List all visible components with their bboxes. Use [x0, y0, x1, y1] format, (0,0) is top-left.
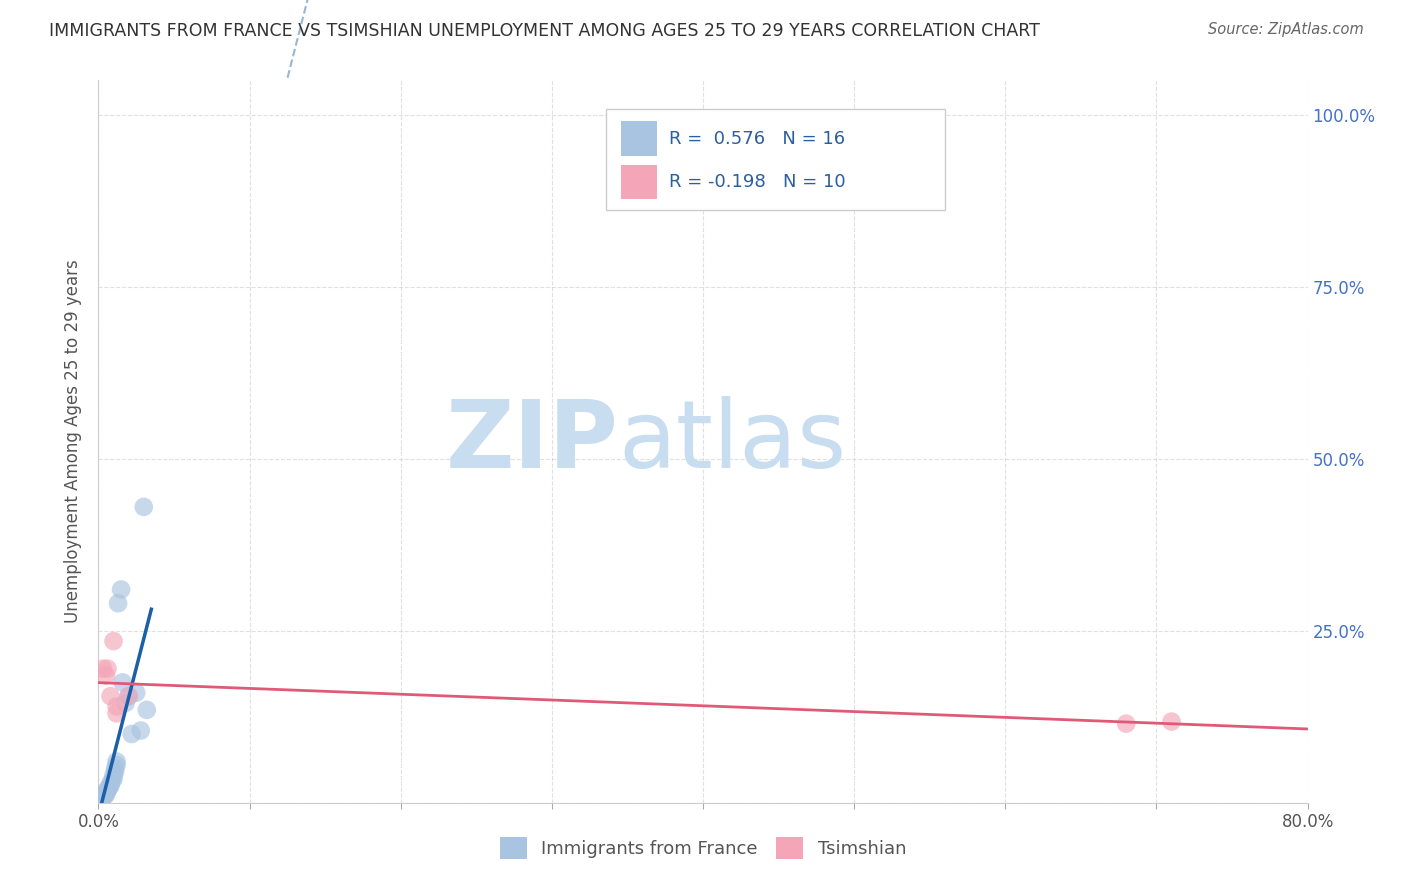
Point [105, 755, 128, 769]
Point [110, 582, 132, 597]
Point [98, 780, 121, 795]
Point [94, 785, 117, 799]
Point [100, 776, 122, 790]
Point [107, 596, 129, 610]
Point [103, 772, 125, 786]
FancyBboxPatch shape [621, 121, 657, 156]
Point [91, 662, 114, 676]
Text: R =  0.576   N = 16: R = 0.576 N = 16 [669, 130, 845, 148]
Point [129, 723, 152, 738]
Point [1115, 716, 1137, 731]
Point [125, 686, 148, 700]
Point [105, 706, 128, 721]
Legend: Immigrants from France, Tsimshian: Immigrants from France, Tsimshian [492, 830, 914, 866]
Point [1160, 714, 1182, 729]
Point [118, 689, 141, 703]
Text: IMMIGRANTS FROM FRANCE VS TSIMSHIAN UNEMPLOYMENT AMONG AGES 25 TO 29 YEARS CORRE: IMMIGRANTS FROM FRANCE VS TSIMSHIAN UNEM… [49, 22, 1040, 40]
Point [96, 782, 118, 797]
FancyBboxPatch shape [606, 109, 945, 211]
Point [105, 758, 128, 772]
Text: R = -0.198   N = 10: R = -0.198 N = 10 [669, 173, 846, 191]
Y-axis label: Unemployment Among Ages 25 to 29 years: Unemployment Among Ages 25 to 29 years [65, 260, 83, 624]
Text: Source: ZipAtlas.com: Source: ZipAtlas.com [1208, 22, 1364, 37]
Point [135, 703, 157, 717]
Point [103, 768, 125, 782]
Point [100, 779, 122, 793]
Point [104, 764, 127, 779]
Point [94, 788, 117, 802]
Point [104, 761, 127, 775]
Point [96, 783, 118, 797]
Point [132, 500, 155, 514]
Point [105, 699, 128, 714]
FancyBboxPatch shape [621, 165, 657, 200]
Point [101, 773, 124, 788]
Point [94, 668, 117, 682]
Point [118, 689, 141, 703]
Text: atlas: atlas [619, 395, 846, 488]
Text: ZIP: ZIP [446, 395, 619, 488]
Point [100, 689, 122, 703]
Point [91, 790, 114, 805]
Point [93, 789, 115, 803]
Point [114, 696, 136, 710]
Point [121, 727, 143, 741]
Point [96, 662, 118, 676]
Point [103, 634, 125, 648]
Point [111, 675, 134, 690]
